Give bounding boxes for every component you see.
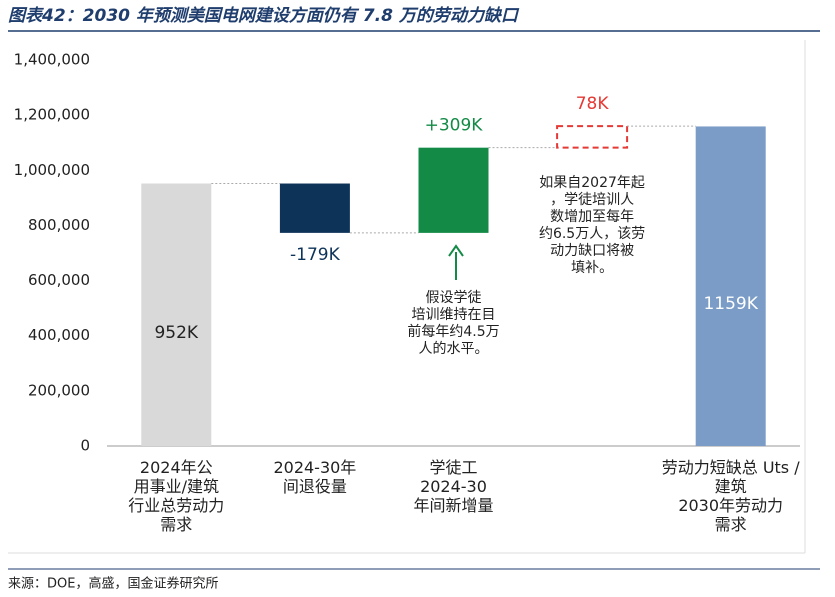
x-tick-label: 学徒工 2024-30 年间新增量 (413, 458, 494, 515)
y-tick-label: 400,000 (28, 326, 90, 344)
y-tick-label: 1,400,000 (14, 51, 90, 69)
value-label: 78K (576, 94, 610, 114)
gap-box (556, 125, 629, 149)
annotation: 假设学徒 培训维持在目 前每年约4.5万 人的水平。 (407, 290, 500, 357)
arrow-head (448, 244, 464, 257)
value-label: -179K (290, 245, 341, 265)
bar (141, 183, 212, 446)
x-tick-label: 2024-30年 间退役量 (273, 458, 357, 496)
bar (279, 183, 350, 233)
value-label: +309K (425, 116, 484, 136)
y-tick-label: 800,000 (28, 216, 90, 234)
source: 来源：DOE，高盛，国金证券研究所 (8, 576, 218, 592)
annotation: 如果自2027年起 ，学徒培训人 数增加至每年 约6.5万人，该劳 动力缺口将被… (538, 175, 646, 276)
y-tick-label: 1,200,000 (14, 106, 90, 124)
x-tick-label: 2024年公 用事业/建筑 行业总劳动力 需求 (128, 458, 225, 534)
value-label: 952K (154, 323, 198, 343)
y-tick-label: 200,000 (28, 381, 90, 399)
bar (418, 147, 489, 233)
title: 图表42：2030 年预测美国电网建设方面仍有 7.8 万的劳动力缺口 (8, 6, 520, 26)
y-tick-label: 600,000 (28, 271, 90, 289)
x-tick-label: 劳动力短缺总 Uts / 建筑 2030年劳动力 需求 (661, 458, 800, 534)
value-label: 1159K (703, 294, 758, 314)
bar (695, 126, 766, 446)
y-tick-label: 1,000,000 (14, 161, 90, 179)
y-tick-label: 0 (80, 437, 90, 455)
